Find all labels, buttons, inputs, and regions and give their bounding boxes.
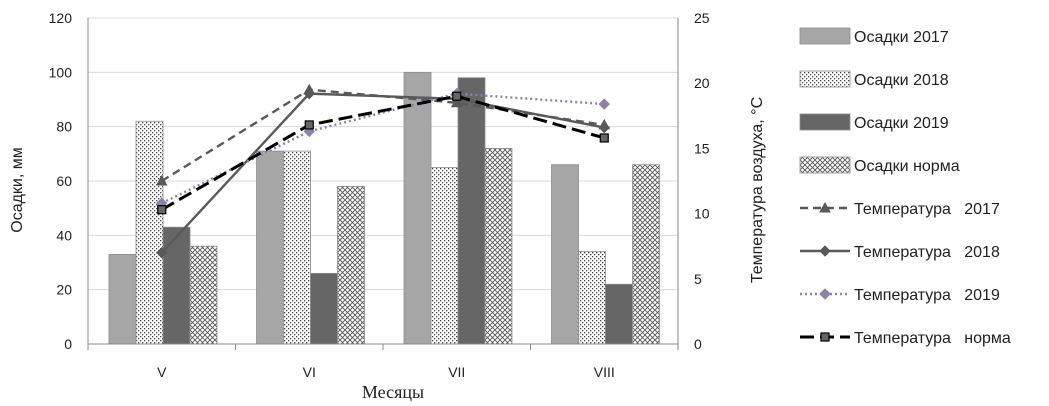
series-line	[161, 92, 605, 205]
legend-label: Осадки норма	[854, 158, 960, 175]
y-tick-label: 80	[56, 119, 72, 135]
bar	[310, 272, 338, 345]
line-point	[819, 288, 831, 300]
axes: 0 20 40 60 80 100 120 0 5 10 15 20 25 V VI VII VIII	[49, 10, 710, 380]
legend-swatch	[799, 27, 851, 45]
bar	[283, 150, 311, 345]
line-point	[303, 87, 315, 100]
y-tick-label: 0	[64, 336, 72, 352]
legend-item: Температура 2017	[800, 201, 1000, 218]
y-tick-label: 60	[56, 173, 72, 189]
legend-item: Температура 2018	[800, 244, 1000, 261]
y2-tick-label: 5	[694, 271, 702, 287]
bar	[337, 186, 365, 345]
line-point	[157, 205, 167, 215]
bar	[162, 226, 191, 345]
legend-item: Температура норма	[800, 330, 1011, 347]
x-axis-title: Месяцы	[362, 382, 424, 402]
legend-item: Температура 2019	[800, 287, 1000, 304]
line-point	[598, 121, 610, 134]
legend-label: Температура 2017	[854, 201, 1000, 218]
bar	[403, 71, 432, 345]
legend-item: Осадки 2017	[799, 27, 949, 46]
y-tick-label: 100	[49, 64, 73, 80]
legend-item: Осадки 2018	[799, 70, 949, 89]
y2-tick-label: 20	[694, 75, 710, 91]
x-tick-label: VII	[448, 364, 465, 380]
y-tick-label: 40	[56, 227, 72, 243]
series-line	[160, 92, 605, 254]
legend-label: Температура 2019	[854, 287, 1000, 304]
legend-label: Температура 2018	[854, 244, 1000, 261]
line-point	[598, 98, 610, 110]
y2-tick-label: 15	[694, 140, 710, 156]
legend-swatch	[799, 70, 851, 88]
bars	[108, 71, 660, 345]
line-point	[155, 174, 168, 186]
legend-swatch	[799, 156, 851, 174]
legend-label: Температура норма	[854, 330, 1011, 347]
legend-label: Осадки 2018	[854, 72, 949, 89]
series-line	[161, 94, 605, 211]
legend-label: Осадки 2019	[854, 115, 949, 132]
line-point	[819, 245, 831, 257]
bar	[135, 120, 164, 345]
bar	[189, 245, 218, 345]
bar	[551, 164, 579, 345]
line-point	[156, 247, 168, 259]
y2-tick-label: 25	[694, 10, 710, 26]
line-point	[599, 133, 609, 143]
bar	[484, 147, 513, 345]
x-tick-label: VIII	[594, 364, 615, 380]
y-tick-label: 120	[49, 10, 73, 26]
legend-item: Осадки 2019	[799, 113, 949, 132]
legend: Осадки 2017 Осадки 2018 Осадки 2019 Осадки …	[799, 27, 1011, 347]
bar	[605, 283, 633, 345]
y2-tick-label: 10	[694, 206, 710, 222]
bar	[632, 164, 660, 345]
line-point	[304, 120, 314, 130]
line-point	[819, 201, 831, 213]
bar	[578, 251, 606, 345]
series-line	[161, 88, 605, 183]
bar	[108, 253, 137, 345]
bar	[457, 77, 486, 345]
y2-tick-label: 0	[694, 336, 702, 352]
legend-item: Осадки норма	[799, 156, 960, 175]
legend-swatch	[799, 113, 851, 131]
legend-label: Осадки 2017	[854, 29, 949, 46]
y-tick-label: 20	[56, 282, 72, 298]
bar	[256, 150, 284, 345]
x-tick-label: VI	[303, 364, 316, 380]
bar	[430, 167, 459, 345]
line-point	[452, 91, 462, 101]
y2-axis-title: Температура воздуха, °С	[749, 97, 766, 283]
line-point	[820, 332, 830, 342]
y-axis-title: Осадки, мм	[9, 147, 26, 233]
x-tick-label: V	[157, 364, 167, 380]
lines	[155, 83, 611, 259]
